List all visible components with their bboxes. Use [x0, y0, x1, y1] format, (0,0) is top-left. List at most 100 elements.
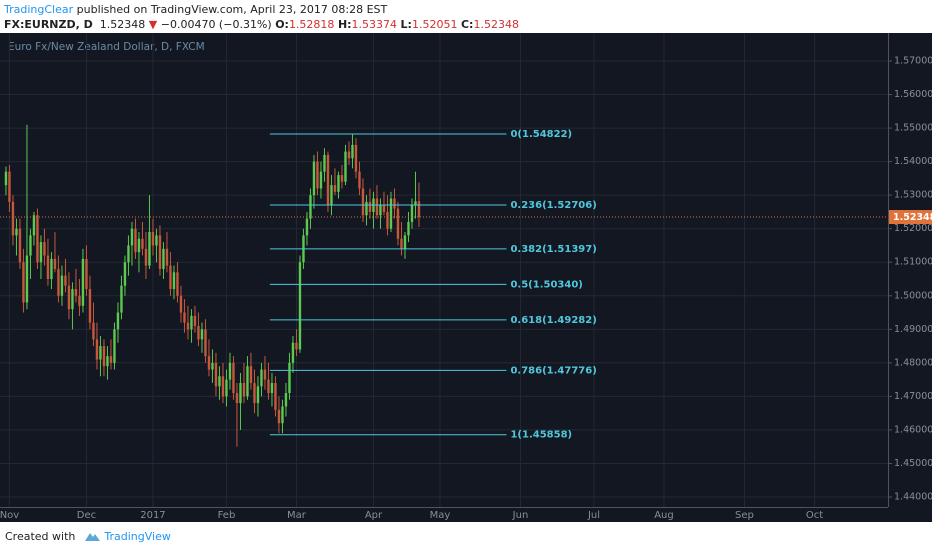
- open: 1.52818: [288, 18, 335, 31]
- candle-body: [305, 218, 309, 236]
- price: 1.52348: [99, 18, 146, 31]
- candle-body: [179, 295, 183, 313]
- y-tick-label: 1.57000: [894, 56, 932, 67]
- y-tick-label: 1.52000: [894, 223, 932, 234]
- x-tick-label: Aug: [654, 510, 674, 521]
- candle-body: [190, 315, 193, 330]
- candle-body: [4, 171, 8, 186]
- candle-body: [232, 362, 235, 394]
- open-label: O:: [275, 18, 289, 31]
- x-tick-label: May: [430, 510, 451, 521]
- candle-body: [316, 161, 319, 189]
- candle-body: [333, 185, 337, 192]
- y-tick-label: 1.47000: [894, 391, 932, 402]
- candle-body: [323, 154, 326, 172]
- candle-body: [375, 198, 379, 216]
- candle-body: [25, 255, 29, 303]
- candle-body: [11, 201, 15, 236]
- y-tick-label: 1.46000: [894, 424, 932, 435]
- quote-line: FX:EURNZD, D 1.52348 ▼ −0.00470 (−0.31%)…: [4, 17, 932, 32]
- candle-body: [53, 258, 57, 269]
- candle-body: [382, 205, 386, 212]
- close-label: C:: [460, 18, 474, 31]
- candle-body: [211, 362, 214, 370]
- fib-label: 0.786(1.47776): [510, 365, 596, 376]
- candle-body: [74, 289, 78, 296]
- candle-body: [340, 175, 344, 182]
- candle-body: [386, 211, 389, 229]
- candle-body: [312, 161, 316, 196]
- candle-body: [270, 382, 274, 394]
- candle-body: [414, 201, 417, 206]
- header: TradingClear published on TradingView.co…: [0, 0, 932, 33]
- candle-body: [39, 242, 43, 263]
- candle-body: [400, 238, 403, 249]
- candle-body: [78, 295, 81, 306]
- candle-body: [256, 386, 260, 404]
- candle-body: [281, 406, 284, 424]
- candle-body: [417, 201, 421, 218]
- fib-label: 1(1.45858): [510, 430, 572, 441]
- candle-body: [221, 376, 225, 397]
- candle-body: [330, 185, 333, 206]
- fib-label: 0(1.54822): [510, 129, 572, 140]
- candle-body: [351, 144, 354, 159]
- candle-body: [193, 315, 197, 326]
- candle-body: [407, 221, 410, 236]
- y-tick-label: 1.56000: [894, 89, 932, 100]
- candle-body: [235, 393, 239, 404]
- candle-body: [88, 289, 92, 323]
- candle-body: [200, 329, 204, 340]
- candle-body: [204, 329, 207, 357]
- y-tick-label: 1.49000: [894, 324, 932, 335]
- candle-body: [344, 151, 347, 182]
- x-tick-label: Sep: [735, 510, 754, 521]
- y-tick-label: 1.51000: [894, 257, 932, 268]
- candle-body: [396, 208, 400, 239]
- candle-body: [361, 188, 365, 216]
- x-tick-label: 2017: [140, 510, 165, 521]
- x-tick-label: Oct: [806, 510, 823, 521]
- y-tick-label: 1.55000: [894, 123, 932, 134]
- y-tick-label: 1.50000: [894, 290, 932, 301]
- publish-line: TradingClear published on TradingView.co…: [4, 0, 932, 17]
- price-axis-bg: [888, 33, 932, 522]
- candle-body: [214, 362, 218, 387]
- candle-body: [106, 356, 109, 367]
- x-tick-label: Mar: [287, 510, 307, 521]
- candle-body: [347, 151, 351, 159]
- candle-body: [284, 393, 288, 407]
- candle-body: [246, 366, 249, 397]
- low: 1.52051: [411, 18, 458, 31]
- candle-body: [116, 312, 120, 330]
- candle-body: [95, 339, 99, 360]
- candle-body: [46, 255, 50, 280]
- brand[interactable]: TradingView: [104, 529, 171, 543]
- candle-body: [120, 285, 123, 313]
- author[interactable]: TradingClear: [4, 3, 74, 16]
- candle-body: [249, 366, 253, 383]
- candle-body: [155, 235, 158, 246]
- x-tick-label: Jul: [587, 510, 600, 521]
- logo: [85, 533, 101, 541]
- candle-body: [253, 382, 256, 404]
- candle-body: [309, 195, 312, 219]
- candle-body: [228, 362, 232, 380]
- candle-body: [60, 275, 64, 296]
- candle-body: [186, 322, 190, 330]
- candle-body: [197, 325, 200, 340]
- candle-body: [57, 268, 60, 296]
- candle-body: [277, 409, 281, 424]
- created-with: Created with: [5, 529, 76, 543]
- high-label: H:: [337, 18, 352, 31]
- x-tick-label: Dec: [77, 510, 96, 521]
- close: 1.52348: [473, 18, 519, 31]
- candle-body: [29, 235, 32, 256]
- candle-body: [8, 171, 11, 202]
- candle-body: [134, 228, 137, 253]
- candle-body: [207, 356, 211, 370]
- candle-body: [379, 205, 382, 216]
- fib-label: 0.618(1.49282): [510, 315, 596, 326]
- candle-body: [337, 175, 340, 192]
